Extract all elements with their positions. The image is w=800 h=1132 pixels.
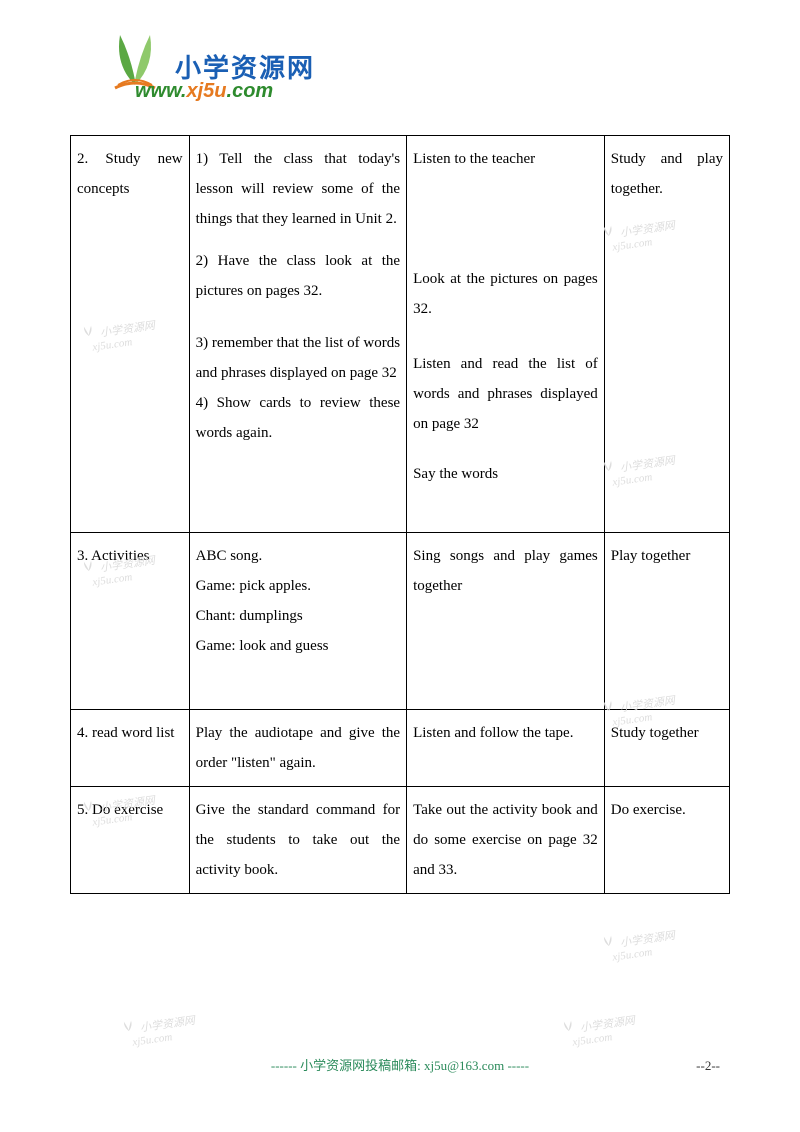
cell-student: Listen and follow the tape. bbox=[407, 710, 605, 787]
table-row: 5. Do exercise Give the standard command… bbox=[71, 787, 730, 894]
para: 4) Show cards to review these words agai… bbox=[196, 388, 400, 448]
table-row: 2. Study new concepts 1) Tell the class … bbox=[71, 136, 730, 533]
page-number: --2-- bbox=[696, 1058, 720, 1074]
lesson-table: 2. Study new concepts 1) Tell the class … bbox=[70, 135, 730, 894]
para: 3) remember that the list of words and p… bbox=[196, 328, 400, 388]
logo-url: www.xj5u.com bbox=[135, 80, 273, 103]
cell-teacher: Play the audiotape and give the order "l… bbox=[189, 710, 406, 787]
para: Say the words bbox=[413, 459, 598, 489]
watermark: 小学资源网 xj5u.com bbox=[558, 1010, 637, 1050]
cell-step: 2. Study new concepts bbox=[71, 136, 190, 533]
cell-purpose: Do exercise. bbox=[604, 787, 729, 894]
para: Look at the pictures on pages 32. bbox=[413, 264, 598, 324]
cell-student: Take out the activity book and do some e… bbox=[407, 787, 605, 894]
cell-student: Sing songs and play games together bbox=[407, 533, 605, 710]
line: Game: pick apples. bbox=[196, 571, 400, 601]
url-www: www. bbox=[135, 80, 186, 102]
cell-step: 5. Do exercise bbox=[71, 787, 190, 894]
cell-teacher: Give the standard command for the studen… bbox=[189, 787, 406, 894]
para: Listen to the teacher bbox=[413, 144, 598, 174]
cell-teacher: ABC song. Game: pick apples. Chant: dump… bbox=[189, 533, 406, 710]
cell-purpose: Study together bbox=[604, 710, 729, 787]
para: 2) Have the class look at the pictures o… bbox=[196, 246, 400, 306]
footer-text: ------ 小学资源网投稿邮箱: xj5u@163.com ----- bbox=[0, 1055, 800, 1074]
watermark: 小学资源网 xj5u.com bbox=[118, 1010, 197, 1050]
header-logo: 小学资源网 www.xj5u.com bbox=[70, 30, 730, 120]
para: Listen and read the list of words and ph… bbox=[413, 349, 598, 439]
cell-purpose: Play together bbox=[604, 533, 729, 710]
table-row: 3. Activities ABC song. Game: pick apple… bbox=[71, 533, 730, 710]
line: ABC song. bbox=[196, 541, 400, 571]
line: Chant: dumplings bbox=[196, 601, 400, 631]
cell-teacher: 1) Tell the class that today's lesson wi… bbox=[189, 136, 406, 533]
table-row: 4. read word list Play the audiotape and… bbox=[71, 710, 730, 787]
url-mid: xj5u bbox=[186, 80, 226, 102]
line: Game: look and guess bbox=[196, 631, 400, 661]
cell-student: Listen to the teacher Look at the pictur… bbox=[407, 136, 605, 533]
para: 1) Tell the class that today's lesson wi… bbox=[196, 144, 400, 234]
cell-purpose: Study and play together. bbox=[604, 136, 729, 533]
url-com: .com bbox=[227, 80, 274, 102]
cell-step: 4. read word list bbox=[71, 710, 190, 787]
watermark: 小学资源网 xj5u.com bbox=[598, 925, 677, 965]
cell-step: 3. Activities bbox=[71, 533, 190, 710]
